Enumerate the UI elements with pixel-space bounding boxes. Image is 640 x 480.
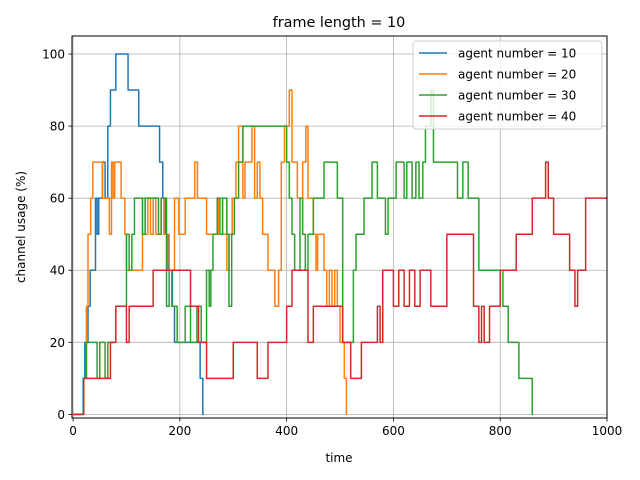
legend-box — [412, 40, 603, 130]
series-line-2 — [73, 89, 348, 416]
x-axis-ticks: 0 200 400 600 800 1000 — [69, 418, 622, 438]
y-tick-label: 80 — [50, 120, 65, 134]
x-axis-label: time — [325, 451, 352, 465]
series-group — [73, 53, 607, 416]
x-tick-label: 1000 — [592, 424, 623, 438]
y-tick-label: 20 — [50, 336, 65, 350]
y-axis-label: channel usage (%) — [14, 171, 28, 283]
y-axis-ticks: 0 20 40 60 80 100 — [42, 48, 72, 422]
legend: agent number = 10 agent number = 20 agent … — [412, 40, 603, 130]
x-tick-label: 200 — [168, 424, 191, 438]
x-tick-label: 800 — [489, 424, 512, 438]
x-tick-label: 400 — [275, 424, 298, 438]
legend-label: agent number = 20 — [458, 68, 576, 82]
x-tick-label: 0 — [69, 424, 77, 438]
y-tick-label: 100 — [42, 48, 65, 62]
y-tick-label: 60 — [50, 192, 65, 206]
legend-label: agent number = 40 — [458, 110, 576, 124]
series-line-4 — [73, 161, 607, 416]
legend-label: agent number = 10 — [458, 47, 576, 61]
series-line-3 — [73, 89, 534, 416]
x-tick-label: 600 — [382, 424, 405, 438]
plot-frame — [71, 35, 608, 419]
y-tick-label: 40 — [50, 264, 65, 278]
legend-label: agent number = 30 — [458, 89, 576, 103]
chart-title: frame length = 10 — [273, 15, 406, 31]
y-tick-label: 0 — [57, 408, 65, 422]
